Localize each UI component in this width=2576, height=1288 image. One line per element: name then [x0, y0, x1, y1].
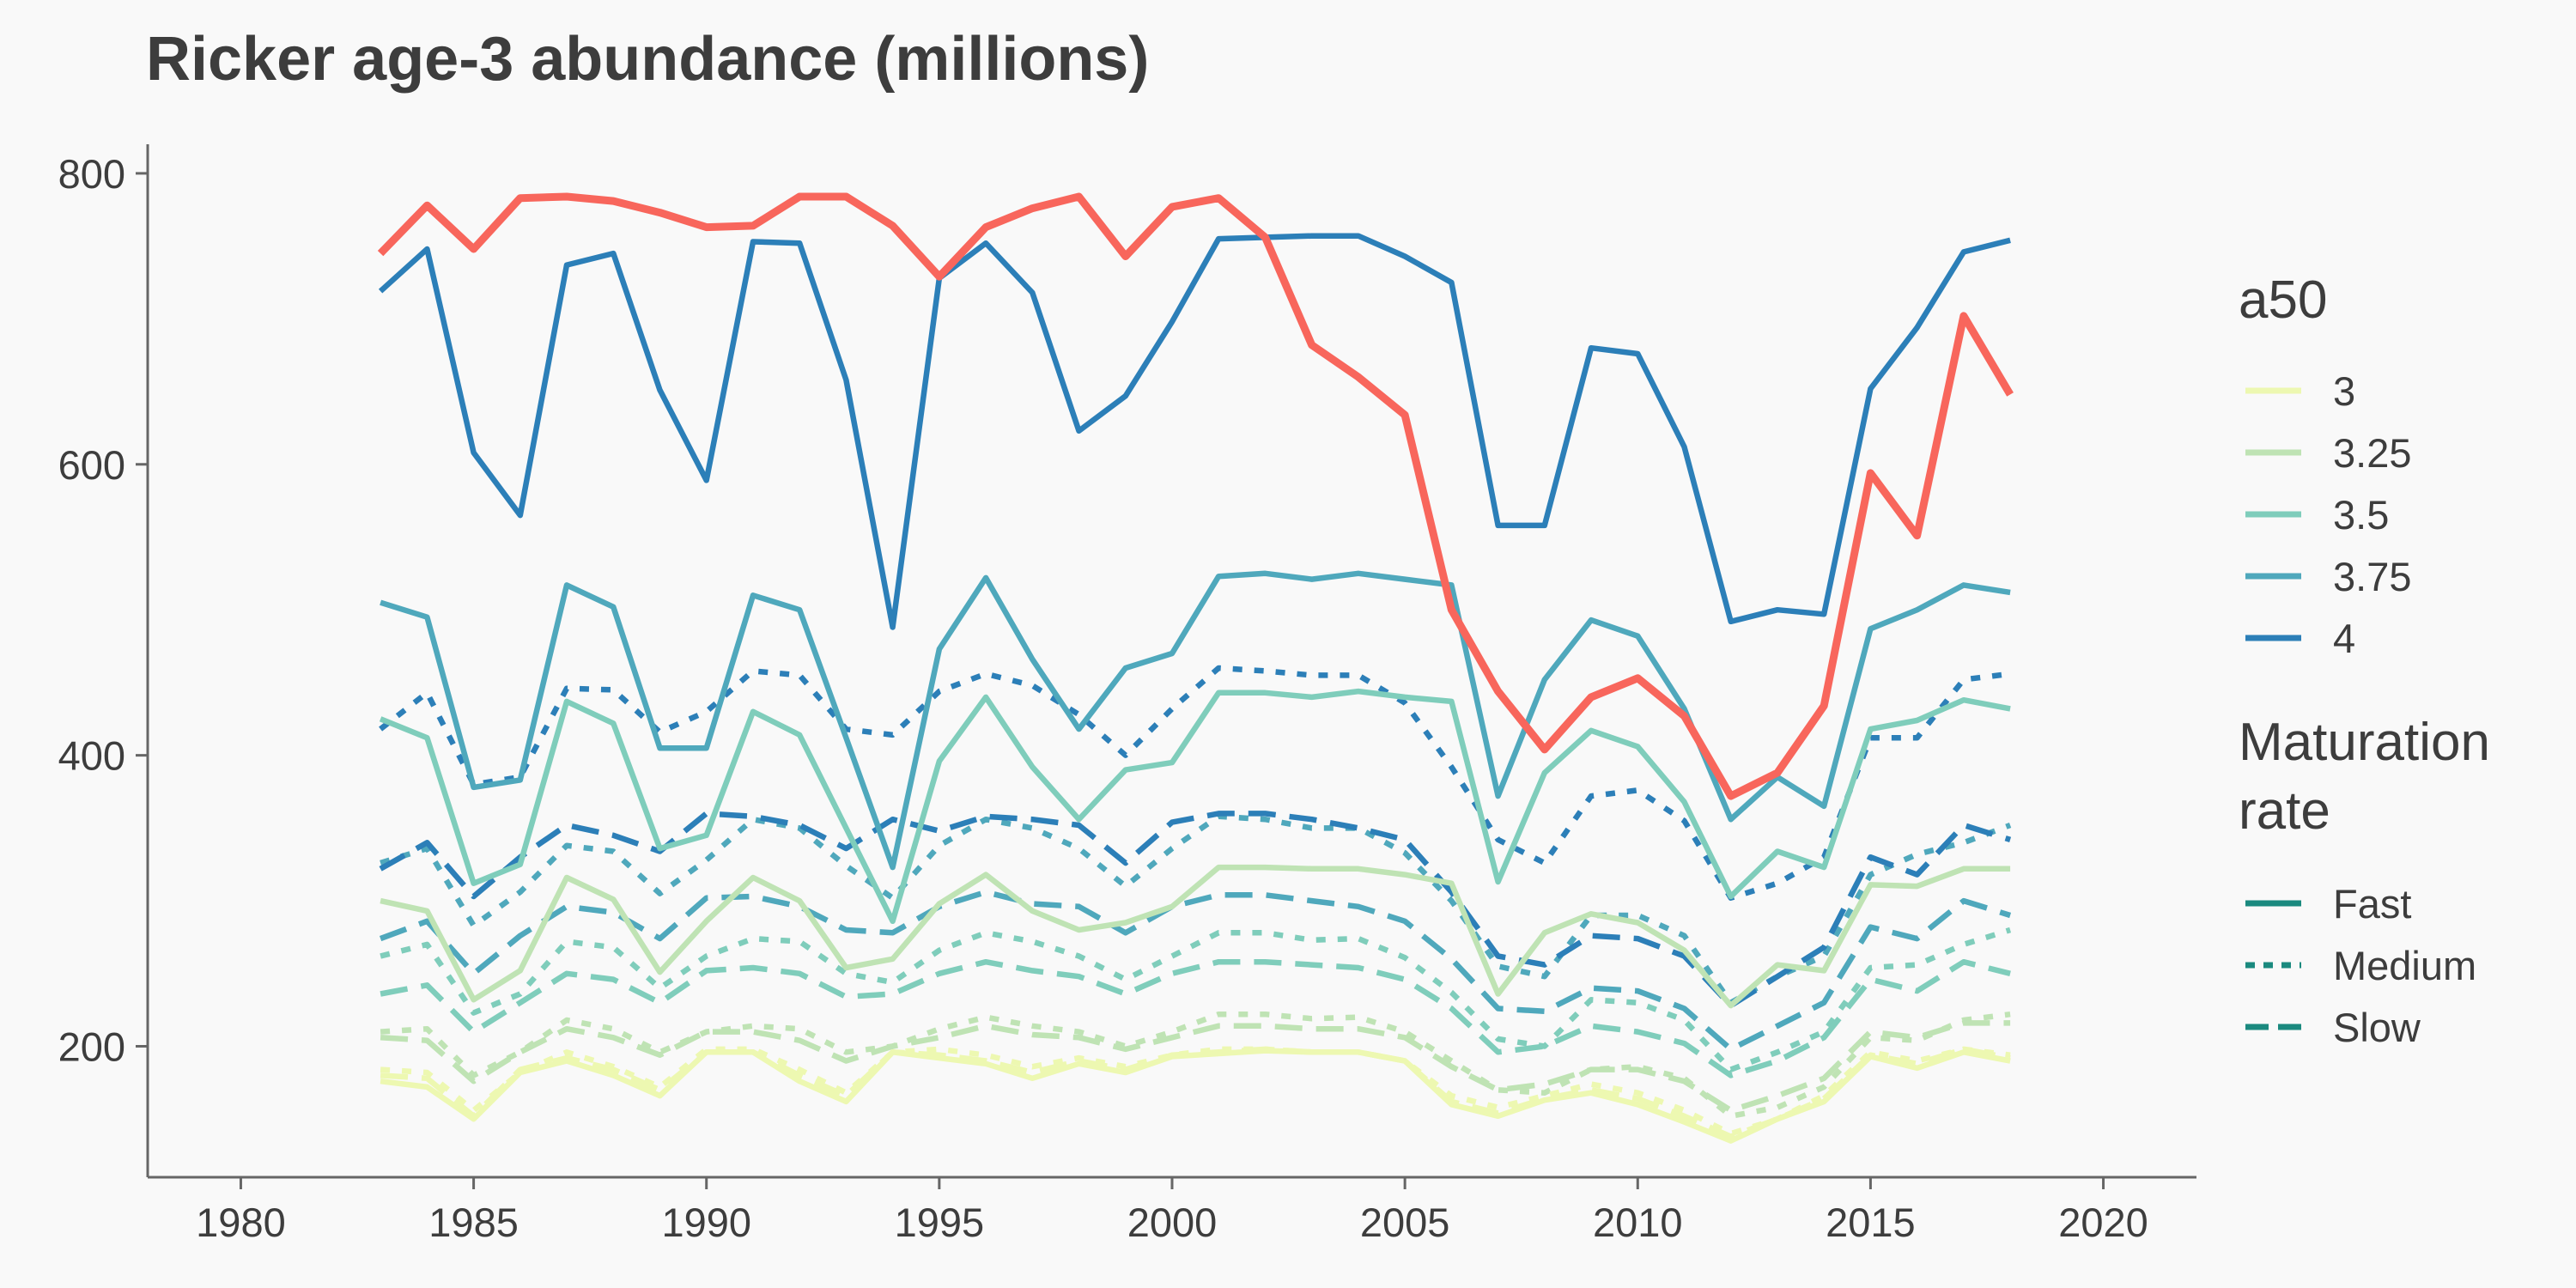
chart-title: Ricker age-3 abundance (millions) [146, 25, 1149, 94]
x-tick-label: 2000 [1127, 1200, 1218, 1245]
series-line-a50-3_5-medium [380, 927, 2012, 1072]
legend-label: Slow [2333, 1005, 2421, 1050]
series-line-a50-4-fast [378, 233, 2011, 630]
series-line-a50-3-slow [380, 1046, 2011, 1139]
series-line-highlight [377, 192, 2014, 800]
y-axis-ticks: 200 400 600 800 [58, 151, 148, 1070]
x-tick-label: 1980 [196, 1200, 286, 1245]
x-tick-label: 2010 [1593, 1200, 1683, 1245]
x-tick-label: 2020 [2058, 1200, 2148, 1245]
legend-label: 4 [2333, 616, 2355, 661]
y-tick-label: 400 [58, 733, 125, 779]
legend-rate-items: Fast Medium Slow [2245, 881, 2476, 1050]
x-axis-ticks: 1980 1985 1990 1995 2000 2005 2010 2015 2020 [196, 1177, 2148, 1245]
series-line-a50-3_5-slow [380, 958, 2011, 1078]
series-line-a50-3_5-fast [379, 688, 2011, 925]
x-tick-label: 1985 [428, 1200, 519, 1245]
legend: a50 3 3.25 3.5 3.75 4 Maturation rate Fast Me… [2239, 270, 2490, 1050]
series-line-a50-3_75-slow [379, 889, 2012, 1053]
legend-label: 3.25 [2333, 430, 2411, 476]
legend-label: Medium [2333, 943, 2476, 988]
y-tick-label: 600 [58, 442, 125, 488]
series-line-a50-3_25-fast [380, 864, 2011, 1009]
legend-label: 3.5 [2333, 492, 2389, 538]
y-tick-label: 800 [58, 151, 125, 197]
legend-title-maturation-line1: Maturation [2239, 713, 2490, 772]
legend-label: Fast [2333, 881, 2411, 927]
x-tick-label: 1990 [661, 1200, 751, 1245]
x-tick-label: 2015 [1826, 1200, 1916, 1245]
legend-a50-items: 3 3.25 3.5 3.75 4 [2245, 368, 2411, 661]
x-tick-label: 2005 [1360, 1200, 1450, 1245]
legend-title-maturation-line2: rate [2239, 781, 2330, 841]
legend-label: 3.75 [2333, 554, 2411, 599]
x-tick-label: 1995 [895, 1200, 985, 1245]
y-tick-label: 200 [58, 1024, 125, 1070]
series-line-a50-3-fast [380, 1048, 2011, 1144]
legend-label: 3 [2333, 368, 2355, 414]
series-line-a50-3_75-fast [380, 570, 2011, 871]
plot-series [377, 192, 2014, 1144]
series-line-a50-3_25-slow [380, 1020, 2011, 1114]
legend-title-a50: a50 [2239, 270, 2327, 330]
series-line-a50-3_25-medium [380, 1011, 2011, 1120]
